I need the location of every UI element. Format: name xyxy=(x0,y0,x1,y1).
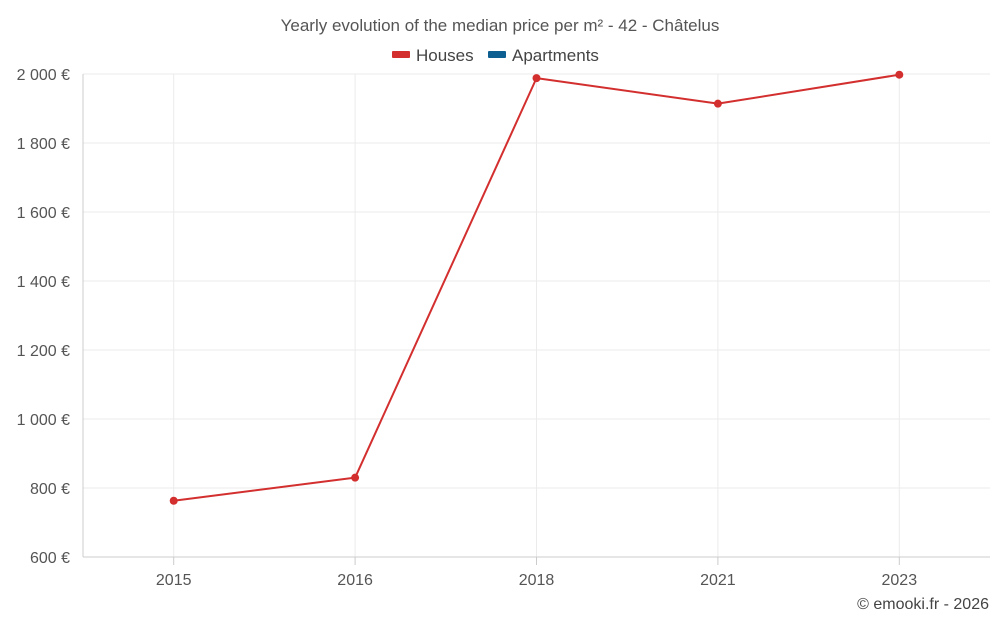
y-tick-label: 2 000 € xyxy=(17,67,70,84)
legend-swatch-apartments xyxy=(488,51,506,58)
series-layer xyxy=(169,70,904,505)
data-point-houses[interactable] xyxy=(895,70,904,79)
legend-label-houses: Houses xyxy=(416,46,474,65)
y-tick-label: 1 800 € xyxy=(17,136,70,153)
legend-label-apartments: Apartments xyxy=(512,46,599,65)
legend-item-houses[interactable]: Houses xyxy=(392,46,474,65)
legend: Houses Apartments xyxy=(392,46,599,65)
legend-swatch-houses xyxy=(392,51,410,58)
x-tick-label: 2021 xyxy=(700,572,736,589)
y-tick-label: 1 200 € xyxy=(17,343,70,360)
x-axis-tick-labels: 2015 2016 2018 2021 2023 xyxy=(156,572,917,589)
x-tick-label: 2023 xyxy=(882,572,918,589)
data-point-houses[interactable] xyxy=(351,473,360,482)
y-tick-label: 1 600 € xyxy=(17,205,70,222)
data-point-houses[interactable] xyxy=(169,496,178,505)
legend-item-apartments[interactable]: Apartments xyxy=(488,46,599,65)
data-point-houses[interactable] xyxy=(713,99,722,108)
credit-text: © emooki.fr - 2026 xyxy=(857,596,989,613)
chart-title: Yearly evolution of the median price per… xyxy=(281,16,720,35)
x-tick-label: 2016 xyxy=(337,572,373,589)
axes xyxy=(82,74,990,565)
y-tick-label: 1 400 € xyxy=(17,274,70,291)
gridlines xyxy=(83,73,990,557)
y-tick-label: 1 000 € xyxy=(17,412,70,429)
y-tick-label: 800 € xyxy=(30,481,70,498)
y-axis-tick-labels: 600 € 800 € 1 000 € 1 200 € 1 400 € 1 600 € 1 … xyxy=(17,67,70,567)
x-tick-label: 2015 xyxy=(156,572,192,589)
data-point-houses[interactable] xyxy=(532,74,541,83)
x-tick-label: 2018 xyxy=(519,572,555,589)
y-tick-label: 600 € xyxy=(30,550,70,567)
